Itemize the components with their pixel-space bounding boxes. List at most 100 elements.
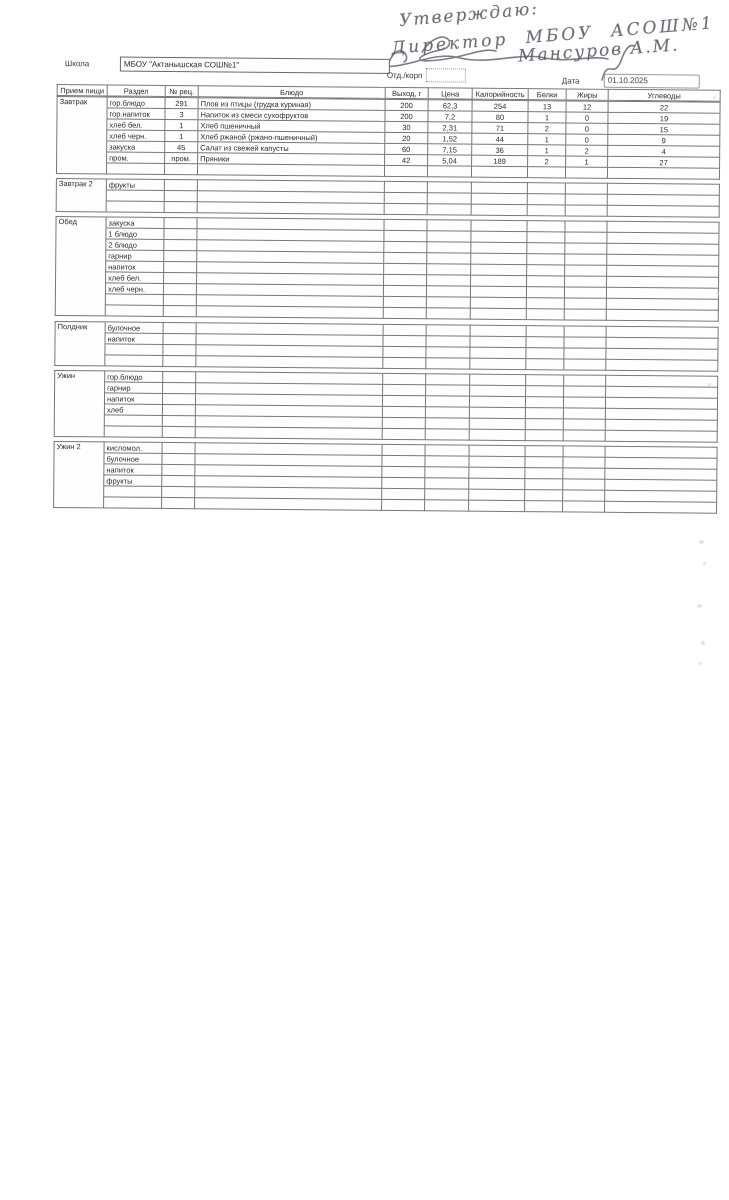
cell bbox=[427, 203, 472, 216]
dept-label: Отд./корп bbox=[386, 70, 423, 81]
cell bbox=[105, 293, 164, 306]
cell bbox=[468, 456, 526, 468]
cell bbox=[470, 231, 527, 243]
cell bbox=[164, 179, 198, 191]
cell: фрукты bbox=[106, 178, 165, 191]
cell: 200 bbox=[384, 110, 429, 122]
cell: фрукты bbox=[103, 474, 162, 487]
cell bbox=[525, 374, 564, 386]
meal-section: Ужин 2 кисломол. булочное напиток фрукты bbox=[53, 440, 718, 514]
cell bbox=[524, 500, 563, 512]
cell bbox=[424, 466, 469, 479]
cell bbox=[525, 336, 565, 348]
cell bbox=[383, 324, 427, 336]
cell bbox=[469, 418, 526, 430]
cell bbox=[526, 253, 565, 265]
cell: 42 bbox=[384, 154, 428, 166]
cell: 2 bbox=[527, 155, 566, 167]
cell: 44 bbox=[471, 133, 528, 145]
cell bbox=[426, 252, 471, 265]
cell bbox=[427, 165, 472, 178]
cell bbox=[425, 444, 470, 457]
cell bbox=[162, 404, 196, 416]
column-header: Калорийность bbox=[472, 88, 529, 100]
cell bbox=[426, 263, 471, 276]
cell bbox=[527, 204, 566, 216]
cell bbox=[426, 307, 471, 320]
cell bbox=[564, 264, 607, 277]
cell bbox=[426, 324, 471, 337]
cell: 200 bbox=[385, 99, 429, 111]
cell bbox=[162, 333, 197, 345]
cell bbox=[525, 396, 564, 408]
cell: закуска bbox=[106, 140, 165, 153]
scan-speck bbox=[699, 540, 704, 544]
cell bbox=[162, 442, 196, 454]
cell bbox=[525, 407, 564, 419]
cell bbox=[470, 220, 528, 232]
cell bbox=[565, 166, 608, 179]
school-name-field: МБОУ "Актанышская СОШ№1" bbox=[119, 56, 390, 74]
cell bbox=[565, 182, 608, 195]
cell bbox=[197, 201, 385, 215]
cell bbox=[104, 425, 163, 438]
cell bbox=[163, 239, 197, 251]
cell: 0 bbox=[565, 133, 608, 146]
cell bbox=[164, 201, 198, 213]
cell bbox=[524, 456, 564, 468]
cell bbox=[524, 467, 563, 479]
meal-label: Обед bbox=[55, 216, 107, 316]
cell: булочное bbox=[105, 321, 164, 334]
cell bbox=[526, 242, 565, 254]
cell bbox=[383, 252, 427, 264]
cell: 13 bbox=[528, 100, 567, 112]
cell bbox=[564, 242, 607, 255]
cell bbox=[471, 166, 528, 178]
cell bbox=[469, 374, 526, 386]
cell bbox=[607, 205, 720, 218]
cell bbox=[162, 382, 196, 394]
cell bbox=[470, 286, 527, 298]
scan-speck bbox=[701, 641, 705, 645]
scan-speck bbox=[716, 292, 719, 295]
column-header: Жиры bbox=[566, 88, 609, 101]
cell: пром. bbox=[164, 152, 198, 164]
cell bbox=[469, 358, 526, 370]
cell: 7,15 bbox=[427, 143, 472, 156]
cell bbox=[162, 415, 196, 427]
cell bbox=[525, 429, 564, 441]
cell bbox=[383, 285, 427, 297]
cell bbox=[383, 230, 427, 242]
cell bbox=[468, 467, 525, 479]
cell bbox=[164, 190, 198, 202]
cell: 2,31 bbox=[427, 121, 472, 134]
cell bbox=[524, 489, 563, 501]
cell: хлеб бел. bbox=[106, 118, 165, 131]
cell bbox=[527, 193, 566, 205]
cell bbox=[104, 343, 163, 356]
cell bbox=[424, 499, 469, 512]
cell: напиток bbox=[104, 332, 164, 345]
cell bbox=[425, 428, 470, 441]
cell bbox=[425, 373, 470, 386]
cell bbox=[563, 385, 606, 398]
cell bbox=[384, 203, 428, 215]
cell bbox=[562, 467, 605, 480]
cell bbox=[426, 296, 471, 309]
cell: хлеб черн. bbox=[105, 282, 164, 295]
cell bbox=[468, 500, 525, 512]
cell bbox=[383, 241, 427, 253]
cell bbox=[163, 217, 198, 229]
cell bbox=[381, 477, 425, 489]
cell bbox=[471, 193, 528, 205]
cell: 254 bbox=[472, 100, 529, 112]
cell bbox=[604, 501, 717, 514]
column-header: Блюдо bbox=[198, 85, 386, 99]
cell bbox=[106, 189, 165, 202]
cell bbox=[605, 430, 718, 443]
cell: 20 bbox=[384, 132, 428, 144]
cell: 2 bbox=[527, 122, 566, 134]
cell bbox=[161, 486, 195, 498]
meal-label: Ужин 2 bbox=[53, 441, 105, 508]
cell bbox=[565, 193, 608, 206]
